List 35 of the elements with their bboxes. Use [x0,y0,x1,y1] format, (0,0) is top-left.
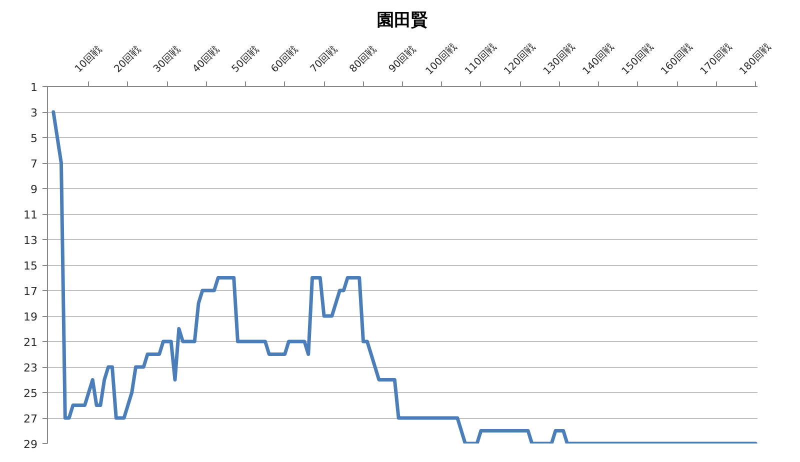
y-tick-label: 3 [30,106,38,120]
x-tick-label: 40回戦 [190,43,222,75]
line-series [52,110,758,444]
y-tick-label: 19 [24,310,38,324]
y-tick-label: 7 [30,158,38,170]
x-tick-label: 120回戦 [502,41,538,78]
x-tick-label: 30回戦 [150,43,183,75]
y-tick-label: 5 [30,132,38,145]
y-tick-label: 17 [24,285,38,298]
y-tick-label: 29 [24,438,38,451]
chart-title: 園田賢 [377,10,428,30]
x-tick-label: 10回戦 [72,43,104,75]
y-tick-label: 15 [24,260,38,272]
y-tick-label: 1 [30,81,38,94]
x-tick-label: 60回戦 [268,43,300,75]
x-tick-label: 160回戦 [658,41,695,78]
x-tick-label: 130回戦 [540,41,578,78]
x-tick-label: 140回戦 [580,41,616,78]
x-tick-label: 150回戦 [619,41,656,78]
x-tick-label: 50回戦 [229,43,262,75]
y-tick-label: 9 [30,183,38,196]
x-tick-label: 100回戦 [423,41,460,78]
x-tick-label: 70回戦 [308,43,340,75]
x-tick-label: 180回戦 [737,41,774,78]
y-tick-label: 13 [24,234,38,247]
x-tick-label: 80回戦 [347,43,379,75]
y-tick-label: 23 [24,362,38,374]
y-tick-label: 25 [24,387,38,400]
x-tick-label: 90回戦 [386,43,418,75]
x-tick-label: 170回戦 [698,41,734,78]
x-tick-label: 110回戦 [462,41,499,78]
y-tick-label: 11 [24,208,38,222]
y-tick-label: 27 [24,412,38,426]
x-tick-label: 20回戦 [112,43,144,75]
y-tick-label: 21 [24,336,38,349]
